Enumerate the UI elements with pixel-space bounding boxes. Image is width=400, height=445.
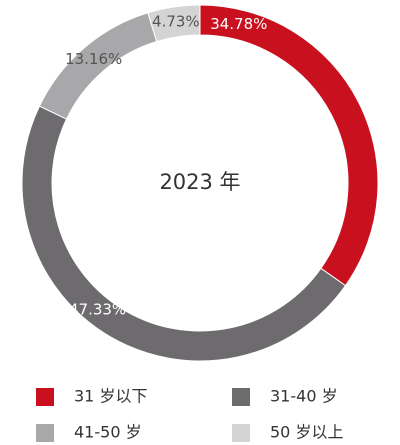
legend-label: 41-50 岁 <box>74 423 142 442</box>
donut-segment <box>199 4 379 287</box>
value-label: 34.78% <box>210 15 267 33</box>
legend-swatch <box>232 424 250 442</box>
value-label: 13.16% <box>65 50 122 68</box>
legend-swatch <box>36 388 54 406</box>
legend-label: 31 岁以下 <box>74 387 147 406</box>
legend-swatch <box>232 388 250 406</box>
legend-swatch <box>36 424 54 442</box>
value-label: 47.33% <box>69 300 126 318</box>
donut-segment <box>21 105 347 362</box>
value-label: 4.73% <box>152 12 200 30</box>
legend-label: 50 岁以上 <box>270 423 343 442</box>
legend-label: 31-40 岁 <box>270 387 338 406</box>
donut-segment <box>147 4 201 43</box>
center-label: 2023 年 <box>159 170 240 194</box>
